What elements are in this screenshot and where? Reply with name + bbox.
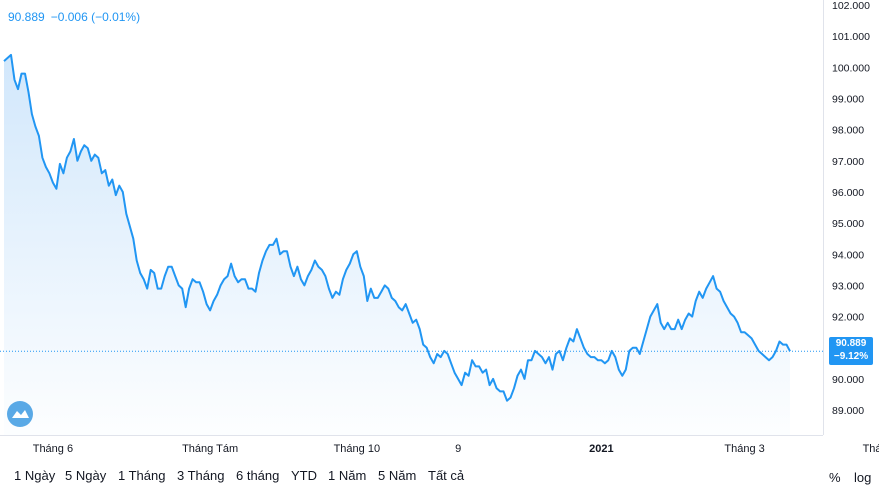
range-1m-button[interactable]: 1 Tháng [118,468,166,483]
time-range-bar: 1 Ngày 5 Ngày 1 Tháng 3 Tháng 6 tháng YT… [0,462,879,492]
y-tick-label: 93.000 [832,280,864,292]
price-legend: 90.889 −0.006 (−0.01%) [8,10,146,24]
y-tick-label: 99.000 [832,93,864,105]
tradingview-logo-icon[interactable] [7,401,33,427]
y-tick-label: 92.000 [832,312,864,324]
range-5y-button[interactable]: 5 Năm [378,468,417,483]
last-price-change: −9.12% [833,351,869,363]
y-tick-label: 102.000 [832,0,870,12]
x-tick-label: Tháng Tám [182,443,238,455]
range-all-button[interactable]: Tất cả [428,468,465,483]
x-tick-label: Tháng Năm [863,443,879,455]
x-tick-label: Tháng 6 [33,443,73,455]
percent-scale-button[interactable]: % [829,470,841,485]
x-tick-label: 9 [455,443,461,455]
range-ytd-button[interactable]: YTD [291,468,317,483]
y-tick-label: 89.000 [832,405,864,417]
y-tick-label: 98.000 [832,125,864,137]
x-axis-ticks: Tháng 6 Tháng Tám Tháng 10 9 2021 Tháng 3 Thán… [33,443,879,455]
range-3m-button[interactable]: 3 Tháng [177,468,225,483]
series-line [3,53,791,402]
y-tick-label: 96.000 [832,187,864,199]
range-5d-button[interactable]: 5 Ngày [65,468,107,483]
y-tick-label: 101.000 [832,31,870,43]
series-area-fill [4,54,790,436]
last-price-value: 90.889 [835,338,867,350]
x-tick-label: Tháng 10 [334,443,380,455]
y-tick-label: 90.000 [832,374,864,386]
x-tick-label: 2021 [589,443,613,455]
legend-change: −0.006 (−0.01%) [50,10,141,24]
y-tick-label: 94.000 [832,249,864,261]
range-6m-button[interactable]: 6 tháng [236,468,280,483]
log-scale-button[interactable]: log [854,470,872,485]
legend-value: 90.889 [8,10,45,24]
y-tick-label: 95.000 [832,218,864,230]
y-tick-label: 97.000 [832,156,864,168]
range-1y-button[interactable]: 1 Năm [328,468,367,483]
y-tick-label: 100.000 [832,62,870,74]
last-price-tag: 90.889 −9.12% [829,337,873,366]
x-tick-label: Tháng 3 [724,443,764,455]
range-1d-button[interactable]: 1 Ngày [14,468,56,483]
